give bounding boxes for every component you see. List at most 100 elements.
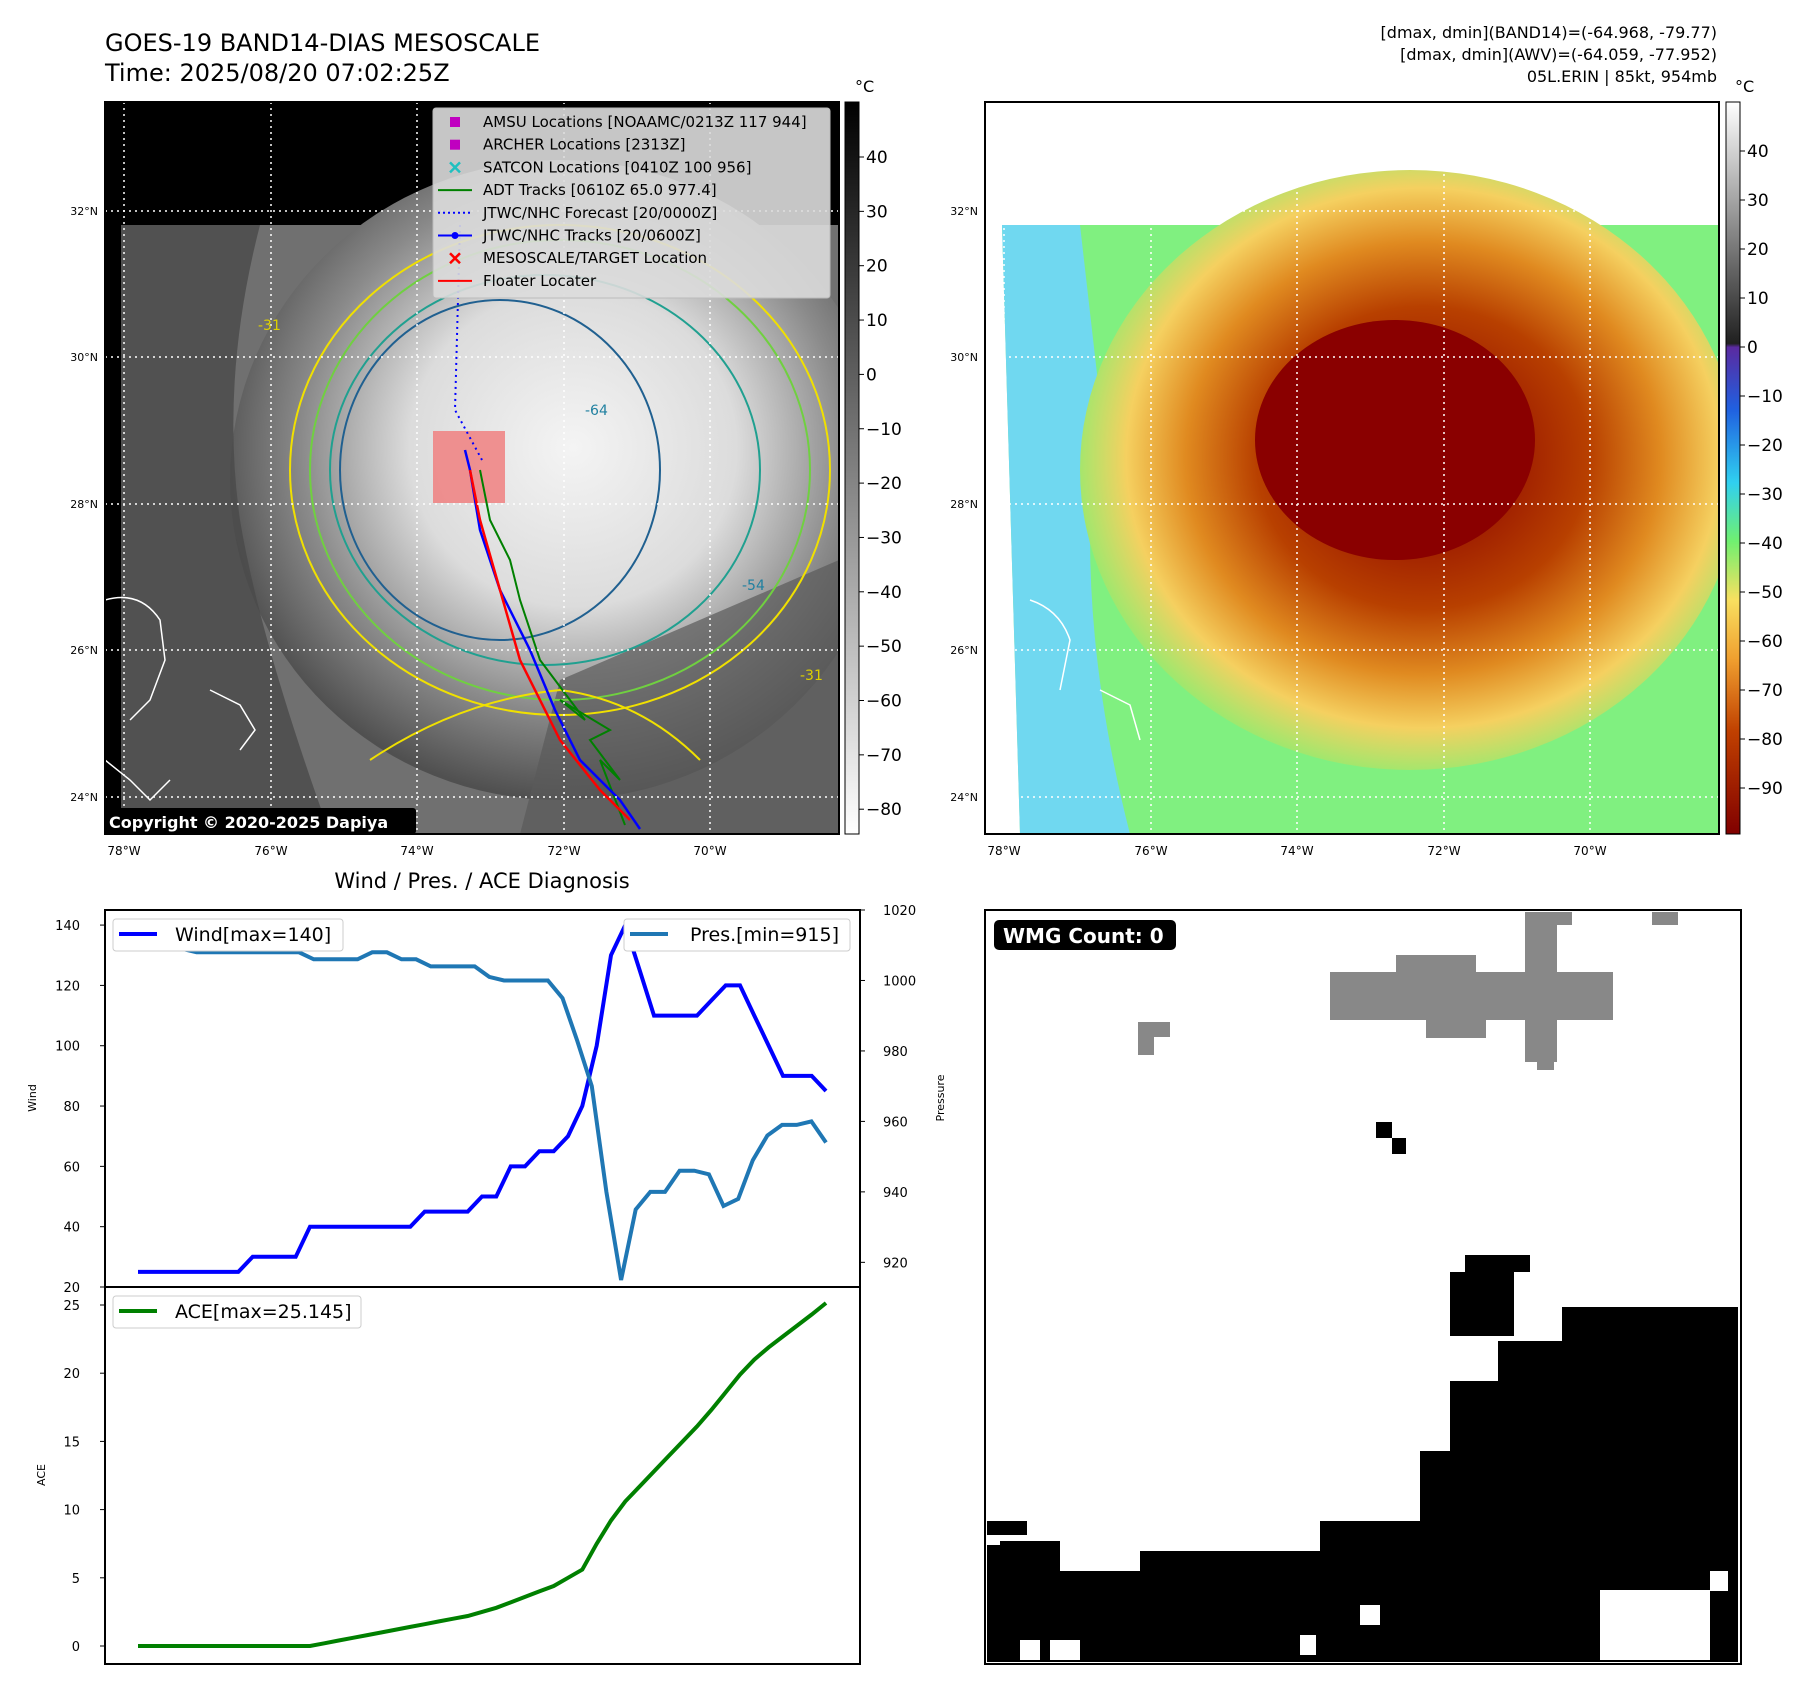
info-awv: [dmax, dmin](AWV)=(-64.059, -77.952) — [1400, 45, 1717, 64]
contour-label: -54 — [742, 578, 765, 594]
lon-label: 72°W — [547, 844, 580, 858]
gray-colorbar-unit: °C — [855, 77, 874, 96]
legend-box — [112, 1295, 362, 1329]
time-stamp: Time: 2025/08/20 07:02:25Z — [104, 59, 450, 87]
colorbar-tick-label: −10 — [866, 420, 902, 440]
plot-frame — [104, 909, 861, 1288]
y-tick-label: 40 — [63, 1221, 80, 1236]
colorbar-tick-label: −30 — [1747, 485, 1783, 505]
colorbar-tick-label: −30 — [866, 528, 902, 548]
y-tick-label: 120 — [55, 979, 80, 994]
y2-tick-label: 920 — [883, 1256, 908, 1271]
y-tick-label: 20 — [63, 1281, 80, 1296]
colorbar-tick-label: 30 — [1747, 191, 1769, 211]
legend-label: Pres.[min=915] — [690, 924, 839, 946]
series-line-wind — [138, 919, 828, 1274]
y-tick-label: 100 — [55, 1040, 80, 1055]
legend-square-marker — [450, 117, 460, 127]
diag-title: Wind / Pres. / ACE Diagnosis — [334, 869, 629, 893]
plot-frame — [104, 1286, 861, 1665]
y2-axis-label: Pressure — [934, 1074, 947, 1121]
colorbar-tick-label: −10 — [1747, 387, 1783, 407]
legend-label: JTWC/NHC Forecast [20/0000Z] — [482, 204, 717, 222]
lon-label: 76°W — [254, 844, 287, 858]
y-tick-label: 5 — [72, 1572, 80, 1587]
right-map — [985, 102, 1719, 834]
colorbar-tick-label: −70 — [1747, 681, 1783, 701]
legend-label: SATCON Locations [0410Z 100 956] — [483, 158, 751, 176]
legend-label: ACE[max=25.145] — [175, 1301, 352, 1323]
lat-label: 30°N — [70, 351, 98, 364]
legend-item: SATCON Locations [0410Z 100 956] — [449, 158, 751, 176]
contour-label: -31 — [800, 668, 823, 684]
y-tick-label: 10 — [63, 1504, 80, 1519]
lon-label: 72°W — [1427, 844, 1460, 858]
legend-box — [112, 918, 344, 952]
copyright-text: Copyright © 2020-2025 Dapiya — [109, 813, 388, 832]
legend-label: Wind[max=140] — [175, 924, 331, 946]
colorbar-tick-label: 40 — [866, 148, 888, 168]
colorbar-tick-label: 20 — [866, 257, 888, 277]
lat-label: 32°N — [70, 205, 98, 218]
lon-label: 70°W — [693, 844, 726, 858]
legend-dot-marker — [451, 232, 459, 239]
colorbar-tick-label: −50 — [866, 637, 902, 657]
legend-item: MESOSCALE/TARGET Location — [449, 249, 707, 267]
y-axis-label: ACE — [35, 1464, 48, 1486]
legend-ace: ACE[max=25.145] — [112, 1295, 362, 1329]
colorbar-tick-label: −80 — [866, 800, 902, 820]
legend-item: JTWC/NHC Forecast [20/0000Z] — [438, 204, 717, 222]
y2-tick-label: 980 — [883, 1045, 908, 1060]
color-colorbar-unit: °C — [1735, 77, 1754, 96]
colorbar-tick-label: 0 — [1747, 338, 1758, 358]
page-title: GOES-19 BAND14-DIAS MESOSCALE — [105, 29, 540, 57]
legend-item: Floater Locater — [438, 272, 597, 290]
colorbar-tick-label: −80 — [1747, 730, 1783, 750]
lon-label: 78°W — [987, 844, 1020, 858]
legend-label: MESOSCALE/TARGET Location — [483, 249, 707, 267]
lat-label: 26°N — [950, 644, 978, 657]
y-tick-label: 140 — [55, 919, 80, 934]
legend-item: JTWC/NHC Tracks [20/0600Z] — [438, 227, 701, 245]
legend-item: AMSU Locations [NOAAMC/0213Z 117 944] — [450, 113, 807, 131]
legend-wind: Wind[max=140] — [112, 918, 344, 952]
colorbar-tick-label: −50 — [1747, 583, 1783, 603]
lon-label: 76°W — [1134, 844, 1167, 858]
y-tick-label: 25 — [63, 1299, 80, 1314]
lat-label: 24°N — [70, 791, 98, 804]
y-tick-label: 15 — [63, 1435, 80, 1450]
lon-label: 74°W — [1280, 844, 1313, 858]
contour-label: -31 — [258, 318, 281, 334]
colorbar-tick-label: 20 — [1747, 240, 1769, 260]
y2-tick-label: 1000 — [883, 974, 916, 989]
legend-item: ARCHER Locations [2313Z] — [450, 136, 686, 154]
colorbar-tick-label: −40 — [1747, 534, 1783, 554]
colorbar-tick-label: −40 — [866, 583, 902, 603]
legend-item: ADT Tracks [0610Z 65.0 977.4] — [438, 181, 717, 199]
legend-label: Floater Locater — [483, 272, 597, 290]
legend-label: AMSU Locations [NOAAMC/0213Z 117 944] — [483, 113, 807, 131]
contour-label: -64 — [585, 403, 608, 419]
colorbar-tick-label: −70 — [866, 746, 902, 766]
wmg-count: WMG Count: 0 — [1003, 924, 1164, 948]
colorbar-tick-label: 10 — [866, 311, 888, 331]
ace-chart: 0 5 10 15 20 25 ACE ACE[max=25.145] — [35, 1286, 861, 1665]
y-axis-label: Wind — [26, 1084, 39, 1112]
legend-x-marker — [449, 252, 461, 265]
series-line-pressure — [138, 925, 828, 1281]
colorbar-tick-label: −20 — [1747, 436, 1783, 456]
colorbar-tick-label: 30 — [866, 202, 888, 222]
colorbar-tick-label: −20 — [866, 474, 902, 494]
legend-box — [623, 918, 851, 952]
info-band14: [dmax, dmin](BAND14)=(-64.968, -79.77) — [1381, 23, 1717, 42]
lon-label: 70°W — [1573, 844, 1606, 858]
lat-label: 28°N — [950, 498, 978, 511]
legend-square-marker — [450, 139, 460, 150]
wmg-panel: WMG Count: 0 — [984, 909, 1742, 1665]
lat-label: 26°N — [70, 644, 98, 657]
y-tick-label: 20 — [63, 1367, 80, 1382]
lat-label: 24°N — [950, 791, 978, 804]
map-legend: AMSU Locations [NOAAMC/0213Z 117 944] ARC… — [432, 107, 831, 299]
colorbar-tick-label: −60 — [1747, 632, 1783, 652]
lon-label: 74°W — [400, 844, 433, 858]
